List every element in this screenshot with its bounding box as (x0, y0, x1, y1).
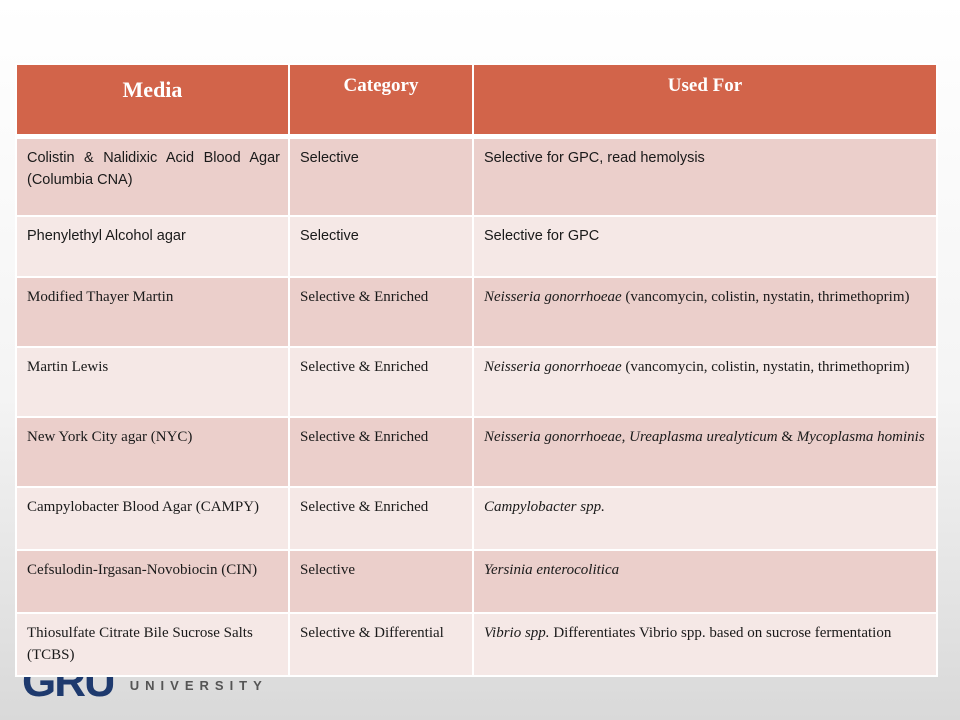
cell-category: Selective (288, 215, 474, 278)
cell-media: Campylobacter Blood Agar (CAMPY) (15, 486, 290, 551)
table-row: New York City agar (NYC) Selective & Enr… (15, 416, 938, 488)
table-row: Cefsulodin-Irgasan-Novobiocin (CIN) Sele… (15, 549, 938, 614)
cell-media: Cefsulodin-Irgasan-Novobiocin (CIN) (15, 549, 290, 614)
cell-media: Martin Lewis (15, 346, 290, 418)
cell-used-for: Neisseria gonorrhoeae (vancomycin, colis… (472, 276, 938, 348)
cell-used-for: Vibrio spp. Differentiates Vibrio spp. b… (472, 612, 938, 677)
cell-used-for: Neisseria gonorrhoeae, Ureaplasma urealy… (472, 416, 938, 488)
cell-category: Selective & Enriched (288, 276, 474, 348)
media-table: Media Category Used For Colistin & Nalid… (15, 63, 938, 677)
cell-category: Selective & Enriched (288, 416, 474, 488)
table-row: Phenylethyl Alcohol agar Selective Selec… (15, 215, 938, 278)
table-row: Campylobacter Blood Agar (CAMPY) Selecti… (15, 486, 938, 551)
table-row: Thiosulfate Citrate Bile Sucrose Salts (… (15, 612, 938, 677)
header-category: Category (288, 63, 474, 139)
cell-used-for: Selective for GPC (472, 215, 938, 278)
cell-used-for: Yersinia enterocolitica (472, 549, 938, 614)
cell-used-for: Selective for GPC, read hemolysis (472, 137, 938, 217)
table-row: Colistin & Nalidixic Acid Blood Agar (Co… (15, 137, 938, 217)
table-row: Martin Lewis Selective & Enriched Neisse… (15, 346, 938, 418)
header-used-for: Used For (472, 63, 938, 139)
cell-media: New York City agar (NYC) (15, 416, 290, 488)
table-row: Modified Thayer Martin Selective & Enric… (15, 276, 938, 348)
logo-text: UNIVERSITY (129, 677, 268, 693)
cell-media: Thiosulfate Citrate Bile Sucrose Salts (… (15, 612, 290, 677)
cell-used-for: Neisseria gonorrhoeae (vancomycin, colis… (472, 346, 938, 418)
cell-media: Colistin & Nalidixic Acid Blood Agar (Co… (15, 137, 290, 217)
cell-category: Selective & Enriched (288, 486, 474, 551)
cell-category: Selective & Differential (288, 612, 474, 677)
cell-category: Selective (288, 549, 474, 614)
cell-category: Selective & Enriched (288, 346, 474, 418)
cell-media: Modified Thayer Martin (15, 276, 290, 348)
cell-category: Selective (288, 137, 474, 217)
cell-used-for: Campylobacter spp. (472, 486, 938, 551)
header-row: Media Category Used For (15, 63, 938, 139)
header-media: Media (15, 63, 290, 139)
cell-media: Phenylethyl Alcohol agar (15, 215, 290, 278)
